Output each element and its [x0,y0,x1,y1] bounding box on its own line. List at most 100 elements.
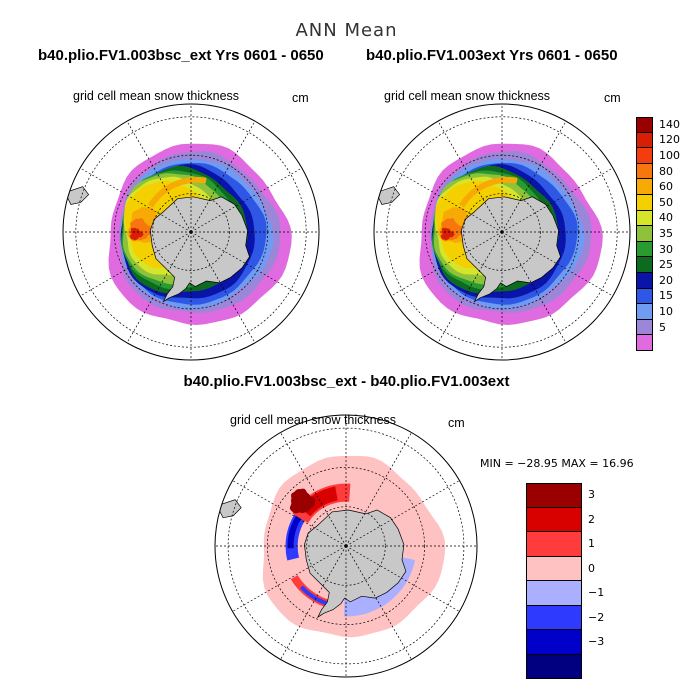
weddell-max-snow [130,227,144,241]
latitude-circle [306,506,386,586]
ross-orange-band [458,176,518,208]
colorbar-top-swatch [636,148,653,164]
colorbar-top-tick-label: 5 [659,320,666,334]
map-boundary [214,414,478,678]
colorbar-top-tick-label: 50 [659,195,673,209]
colorbar-diff-swatch [526,630,582,655]
colorbar-diff-tick-label: 0 [588,561,595,575]
colorbar-top-tick-label: 15 [659,289,673,303]
left-variable-label: grid cell mean snow thickness [73,89,240,103]
meridian-line [501,231,567,344]
colorbar-diff-swatch [526,483,582,508]
meridian-line [390,167,503,233]
colorbar-diff-tick-label: 3 [588,488,595,502]
difference-min-max: MIN = −28.95 MAX = 16.96 [480,457,634,470]
south-america-tip [64,186,90,205]
antarctica-land [304,509,407,619]
right-map [373,103,631,361]
colorbar-top-swatch [636,163,653,180]
latitude-circle [152,193,230,271]
map-boundary [373,103,631,361]
graticule [215,415,477,677]
left-panel-title: b40.plio.FV1.003bsc_ext Yrs 0601 - 0650 [38,47,324,64]
colorbar-top-tick-label: 20 [659,273,673,287]
meridian-line [437,231,503,344]
colorbar-top-swatch [636,288,653,305]
colorbar-top-swatch [636,241,653,258]
diff-negative-bottom [299,585,328,606]
colorbar-top-tick-label: 140 [659,117,680,131]
colorbar-diff-swatch [526,507,582,532]
colorbar-top-swatch [636,335,653,351]
colorbar-diff-swatch [526,581,582,606]
colorbar-top-tick-label: 25 [659,258,673,272]
meridian-line [190,231,303,297]
meridian-line [501,120,567,233]
colorbar-top-swatch [636,179,653,195]
colorbar-top-swatch [636,210,653,227]
colorbar-diff-tick-label: −3 [588,635,605,649]
antarctica-land [149,196,250,303]
meridian-line [79,167,192,233]
meridian-line [190,120,256,233]
colorbar-top-swatch [636,273,653,289]
meridian-line [190,231,256,344]
colorbar-top-tick-label: 100 [659,149,680,162]
south-america-tip [216,499,242,519]
meridian-line [126,120,192,233]
colorbar-top-tick-label: 10 [659,305,673,318]
colorbar-diff-swatch [526,605,582,630]
difference-map [214,414,478,678]
ross-orange-band [147,176,207,208]
meridian-line [126,231,192,344]
colorbar-diff-swatch [526,556,582,581]
right-units-label: cm [604,91,621,105]
colorbar-top-swatch [636,117,653,133]
latitude-circle [75,116,307,348]
colorbar-diff-swatch [526,532,582,557]
graticule [374,104,630,360]
latitude-circle [267,467,425,625]
figure-title: ANN Mean [295,20,398,41]
difference-variable-label: grid cell mean snow thickness [230,413,397,427]
colorbar-top-swatch [636,319,653,336]
diff-strong-negative-left [287,515,302,549]
weddell-max-snow [441,227,455,241]
colorbar-top-tick-label: 120 [659,133,680,147]
latitude-circle [463,193,541,271]
meridian-line [232,545,347,612]
left-map [62,103,320,361]
colorbar-top-tick-label: 30 [659,242,673,256]
difference-title: b40.plio.FV1.003bsc_ext - b40.plio.FV1.0… [183,373,510,390]
colorbar-diff-tick-label: −2 [588,610,605,624]
colorbar-diff-tick-label: 2 [588,512,595,526]
map-boundary [62,103,320,361]
meridian-line [345,480,460,547]
colorbar-diff-tick-label: −1 [588,586,605,600]
graticule [63,104,319,360]
meridian-line [79,231,192,297]
right-panel-title: b40.plio.FV1.003ext Yrs 0601 - 0650 [366,47,618,64]
right-variable-label: grid cell mean snow thickness [384,89,551,103]
colorbar-top-swatch [636,195,653,211]
meridian-line [345,545,460,612]
colorbar-top-swatch [636,257,653,273]
meridian-line [501,231,614,297]
latitude-circle [386,116,618,348]
diff-max-positive [289,488,316,514]
colorbar-top-swatch [636,304,653,320]
meridian-line [190,167,303,233]
colorbar-top-tick-label: 35 [659,227,673,240]
meridian-line [232,480,347,547]
meridian-line [501,167,614,233]
colorbar-top-swatch [636,226,653,242]
meridian-line [437,120,503,233]
colorbar-top-tick-label: 60 [659,180,673,194]
meridian-line [280,545,347,660]
south-america-tip [375,186,401,205]
difference-units-label: cm [448,416,465,430]
colorbar-top-tick-label: 80 [659,164,673,178]
colorbar-top-tick-label: 40 [659,211,673,225]
